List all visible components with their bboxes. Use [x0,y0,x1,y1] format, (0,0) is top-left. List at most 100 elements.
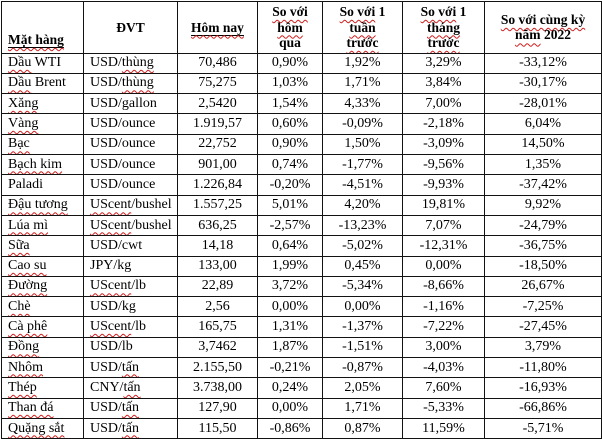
table-row: Đồng USD/lb 3,7462 1,87% -1,51% 3,00% 3,79% [1,336,602,359]
cell-vs_month: -9,93% [402,174,485,196]
table-body: Dầu WTI USD/thùng 70,486 0,90% 1,92% 3,29% -33… [1,52,602,439]
spellcheck-squiggle: Dầu [8,55,32,71]
cell-vs_month: -12,31% [402,235,485,257]
cell-vs_yesterday: -0,21% [257,356,323,379]
cell-vs_month: 3,84% [402,72,485,95]
cell-vs_week: -0,87% [322,356,403,379]
cell-vs_week: -1,77% [322,154,403,176]
cell-vs_week: -1,51% [322,336,403,359]
cell-today: 127,90 [177,397,258,419]
cell-vs_yesterday: 0,00% [257,397,323,419]
cell-vs_month: 3,00% [402,336,485,359]
cell-vs_2022: -36,75% [484,235,602,257]
spellcheck-squiggle: Mặt hàng [8,32,64,48]
cell-vs_month: 19,81% [402,194,485,216]
cell-today: 165,75 [177,316,258,338]
cell-unit: USD/tấn [83,417,178,439]
cell-name: Cà phê [1,316,84,338]
cell-vs_yesterday: -0,86% [257,417,323,439]
cell-unit: CNY/tấn [83,377,178,399]
spellcheck-squiggle: thùng [121,55,154,71]
cell-today: 2,56 [177,296,258,318]
spellcheck-squiggle: UScent [90,319,132,335]
cell-unit: USD/gallon [83,93,178,115]
cell-vs_yesterday: 0,64% [257,235,323,257]
cell-today: 115,50 [177,417,258,439]
spellcheck-squiggle: tuần [349,19,376,35]
column-header-vs_month: So với 1 tháng trước [402,1,485,54]
cell-today: 70,486 [177,52,258,74]
table-row: Thép CNY/tấn 3.738,00 0,24% 2,05% 7,60% -16,93… [1,377,602,399]
cell-vs_yesterday: 0,24% [257,377,323,399]
table-row: Cao su JPY/kg 133,00 1,99% 0,45% 0,00% -18,50% [1,255,602,277]
cell-vs_month: 0,00% [402,255,485,277]
table-row: Cà phê UScent/lb 165,75 1,31% -1,37% -7,22% -2… [1,316,602,338]
spellcheck-squiggle: So với cùng kỳ [500,11,586,27]
cell-name: Lúa mì [1,214,84,237]
cell-name: Bạch kim [1,154,84,176]
spellcheck-squiggle: Dầu [8,75,32,91]
cell-vs_yesterday: 1,54% [257,93,323,115]
cell-vs_2022: 14,50% [484,133,602,156]
cell-today: 2.155,50 [177,356,258,379]
spellcheck-squiggle: Xăng [8,95,39,111]
cell-vs_month: 7,00% [402,93,485,115]
cell-today: 1.226,84 [177,174,258,196]
cell-vs_2022: 26,67% [484,275,602,298]
cell-name: Quặng sắt [1,417,84,439]
table-row: Vàng USD/ounce 1.919,57 0,60% -0,09% -2,18% 6,… [1,113,602,135]
spellcheck-squiggle: Quặng sắt [8,420,65,436]
spellcheck-squiggle: Đồng [8,339,40,355]
table-row: Paladi USD/ounce 1.226,84 -0,20% -4,51% -9,93… [1,174,602,196]
cell-vs_month: -7,22% [402,316,485,338]
cell-vs_2022: -7,25% [484,296,602,318]
cell-today: 3,7462 [177,336,258,359]
spellcheck-squiggle: trước [427,35,460,51]
cell-name: Dầu Brent [1,72,84,95]
underlined-header-text: Mặt hàng [8,32,64,47]
cell-vs_yesterday: 0,90% [257,133,323,156]
table-row: Sữa USD/cwt 14,18 0,64% -5,02% -12,31% -36,75% [1,235,602,257]
cell-vs_yesterday: 0,00% [257,296,323,318]
cell-unit: USD/tấn [83,356,178,379]
cell-name: Than đá [1,397,84,419]
table-row: Quặng sắt USD/tấn 115,50 -0,86% 0,87% 11,59% -… [1,417,602,439]
cell-unit: JPY/kg [83,255,178,277]
cell-vs_yesterday: 1,31% [257,316,323,338]
cell-unit: UScent/lb [83,316,178,338]
cell-today: 22,752 [177,133,258,156]
table-row: Xăng USD/gallon 2,5420 1,54% 4,33% 7,00% -28,0… [1,93,602,115]
cell-vs_week: 1,71% [322,397,403,419]
cell-vs_2022: 9,92% [484,194,602,216]
spellcheck-squiggle: So với [339,4,376,19]
cell-unit: USD/thùng [83,72,178,95]
spellcheck-squiggle: So với [420,4,457,19]
cell-vs_week: 4,33% [322,93,403,115]
table-row: Bạc USD/ounce 22,752 0,90% 1,50% -3,09% 14,50% [1,133,602,156]
table-row: Lúa mì UScent/bushel 636,25 -2,57% -13,23% 7,… [1,214,602,237]
spellcheck-squiggle: Đường [8,278,48,294]
spellcheck-squiggle: Hôm nay [191,19,244,35]
cell-name: Xăng [1,93,84,115]
cell-vs_week: -5,34% [322,275,403,298]
spellcheck-squiggle: So với [272,4,308,19]
cell-vs_2022: -24,79% [484,214,602,237]
cell-today: 22,89 [177,275,258,298]
cell-vs_month: 3,29% [402,52,485,74]
cell-vs_week: -1,37% [322,316,403,338]
spellcheck-squiggle: Bạch kim [8,156,63,172]
column-header-today: Hôm nay [177,1,258,54]
table-row: Nhôm USD/tấn 2.155,50 -0,21% -0,87% -4,03% -11… [1,356,602,379]
cell-vs_week: -0,09% [322,113,403,135]
cell-vs_month: -3,09% [402,133,485,156]
column-header-vs_week: So với 1 tuần trước [322,1,403,54]
cell-vs_month: 7,07% [402,214,485,237]
cell-vs_2022: -37,42% [484,174,602,196]
cell-vs_week: 1,92% [322,52,403,74]
spellcheck-squiggle: Than đá [8,400,54,416]
cell-unit: USD/thùng [83,52,178,74]
cell-vs_2022: -30,17% [484,72,602,95]
cell-unit: USD/ounce [83,113,178,135]
